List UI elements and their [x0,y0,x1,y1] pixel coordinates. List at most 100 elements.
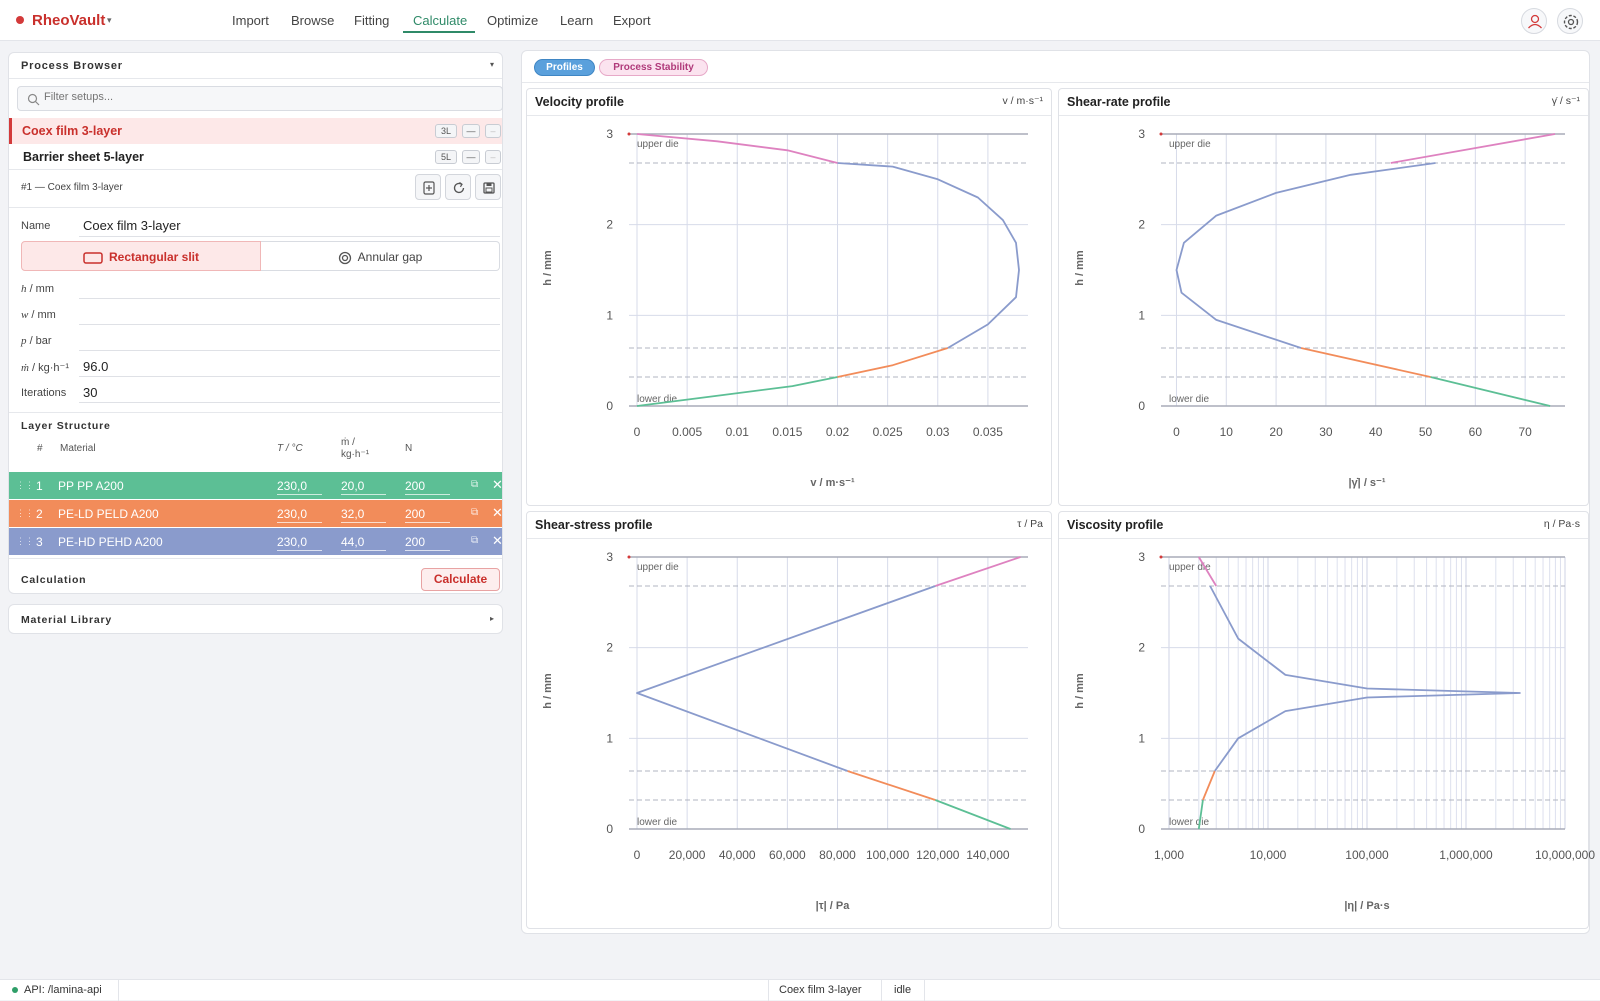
nav-optimize[interactable]: Optimize [487,13,539,28]
detail-header: #1 — Coex film 3-layer [21,182,123,193]
x-tick-label: 30 [1319,425,1333,439]
x-axis-title: v / m·s⁻¹ [810,477,855,489]
y-axis-title: h / mm [542,250,554,286]
collapse-caret-icon[interactable]: ▾ [490,60,495,69]
setup-item[interactable]: Coex film 3-layer 3L — – [9,118,502,144]
divider [9,207,502,208]
material-library-panel[interactable] [8,604,503,634]
status-dot [16,16,24,24]
field-underline [79,402,500,403]
duplicate-icon[interactable]: ⧉ [471,479,479,490]
tab-profiles[interactable]: Profiles [534,59,595,76]
nav-import[interactable]: Import [232,13,269,28]
x-tick-label: 80,000 [819,848,856,862]
expand-caret-icon[interactable]: ▸ [490,614,495,623]
marker-dot [627,132,631,136]
layer-1-line [636,376,838,407]
layer-row[interactable]: ⋮⋮ 2 PE-LD PELD A200 230,0 32,0 200 ⧉ ✕ [9,500,503,527]
rectangular-slit-button[interactable]: Rectangular slit [21,241,261,271]
setup-item[interactable]: Barrier sheet 5-layer 5L — – [9,144,502,170]
layer-n-field[interactable]: 200 [405,479,450,495]
user-button[interactable] [1521,8,1547,34]
shear-rate-chart: Shear-rate profile γ̇ / s⁻¹ upper die low… [1058,88,1589,506]
divider [527,115,1051,116]
minimize-button[interactable]: — [462,150,480,164]
annular-gap-button[interactable]: Annular gap [261,241,500,271]
height-label: h / mm [21,283,55,295]
name-field[interactable]: Coex film 3-layer [83,218,181,233]
x-tick-label: 1,000 [1154,848,1184,862]
process-browser-title: Process Browser [21,60,123,72]
drag-handle-icon[interactable]: ⋮⋮ [16,536,34,546]
layer-mass-flow-field[interactable]: 44,0 [341,535,386,551]
field-underline [79,236,500,237]
minimize-button[interactable]: — [462,124,480,138]
upper-boundary-line [1198,556,1217,587]
y-tick-label: 2 [606,218,613,232]
divider [1059,115,1588,116]
nav-export[interactable]: Export [613,13,651,28]
x-tick-label: 10,000 [1250,848,1287,862]
x-tick-label: 0.01 [726,425,750,439]
nav-browse[interactable]: Browse [291,13,335,28]
app-name[interactable]: RheoVault [32,12,106,29]
close-icon[interactable]: ✕ [492,533,503,548]
layer-number: 1 [36,479,43,493]
layer-material[interactable]: PE-LD PELD A200 [58,507,159,521]
layer-mass-flow-field[interactable]: 32,0 [341,507,386,523]
nav-calculate[interactable]: Calculate [403,0,475,33]
layer-mass-flow-field[interactable]: 20,0 [341,479,386,495]
nav-learn[interactable]: Learn [560,13,594,28]
shear-stress-plot: upper die lower die 0 1 2 3 0 20,000 40,000 60,00… [542,550,1028,912]
settings-button[interactable] [1557,8,1583,34]
save-button[interactable] [475,174,501,200]
drag-handle-icon[interactable]: ⋮⋮ [16,480,34,490]
layer-3-line [1175,162,1436,349]
chevron-down-icon[interactable]: ▾ [107,15,112,25]
layer-temperature-field[interactable]: 230,0 [277,507,322,523]
divider [9,412,502,413]
duplicate-icon[interactable]: ⧉ [471,507,479,518]
iterations-field[interactable]: 30 [83,385,98,400]
run-state: idle [894,984,912,996]
marker-dot [1159,555,1163,559]
layer-n-field[interactable]: 200 [405,507,450,523]
y-tick-label: 0 [1138,399,1145,413]
filter-input[interactable] [44,91,484,103]
layer-temperature-field[interactable]: 230,0 [277,535,322,551]
drag-handle-icon[interactable]: ⋮⋮ [16,508,34,518]
layer-row[interactable]: ⋮⋮ 1 PP PP A200 230,0 20,0 200 ⧉ ✕ [9,472,503,499]
calculation-title: Calculation [21,574,87,586]
upper-die-label: upper die [1169,139,1211,150]
api-status: API: /lamina-api [24,984,102,996]
layer-material[interactable]: PE-HD PEHD A200 [58,535,163,549]
calculate-button[interactable]: Calculate [421,568,500,591]
tab-process-stability[interactable]: Process Stability [599,59,708,76]
upper-boundary-line [935,556,1021,587]
divider [522,82,1589,83]
layer-row[interactable]: ⋮⋮ 3 PE-HD PEHD A200 230,0 44,0 200 ⧉ ✕ [9,528,503,555]
divider [881,980,882,1001]
remove-button[interactable]: – [485,150,501,164]
current-setup: Coex film 3-layer [779,984,862,996]
chart-unit-label: v / m·s⁻¹ [1002,95,1043,107]
layer-material[interactable]: PP PP A200 [58,479,124,493]
mass-flow-field[interactable]: 96.0 [83,359,109,374]
layer-temperature-field[interactable]: 230,0 [277,479,322,495]
close-icon[interactable]: ✕ [492,477,503,492]
x-tick-label: 0.015 [772,425,802,439]
add-button[interactable] [415,174,441,200]
upper-boundary-line [1390,133,1556,164]
duplicate-icon[interactable]: ⧉ [471,535,479,546]
remove-button[interactable]: – [485,124,501,138]
divider [924,980,925,1001]
reset-button[interactable] [445,174,471,200]
x-tick-label: 10 [1220,425,1234,439]
layer-n-field[interactable]: 200 [405,535,450,551]
nav-fitting[interactable]: Fitting [354,13,390,28]
field-underline [79,376,500,377]
filter-field[interactable] [17,86,503,111]
close-icon[interactable]: ✕ [492,505,503,520]
field-underline [79,298,500,299]
